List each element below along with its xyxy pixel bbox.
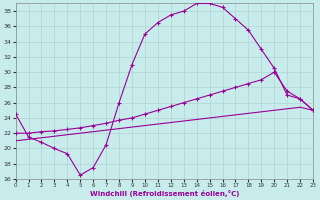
X-axis label: Windchill (Refroidissement éolien,°C): Windchill (Refroidissement éolien,°C) bbox=[90, 190, 239, 197]
